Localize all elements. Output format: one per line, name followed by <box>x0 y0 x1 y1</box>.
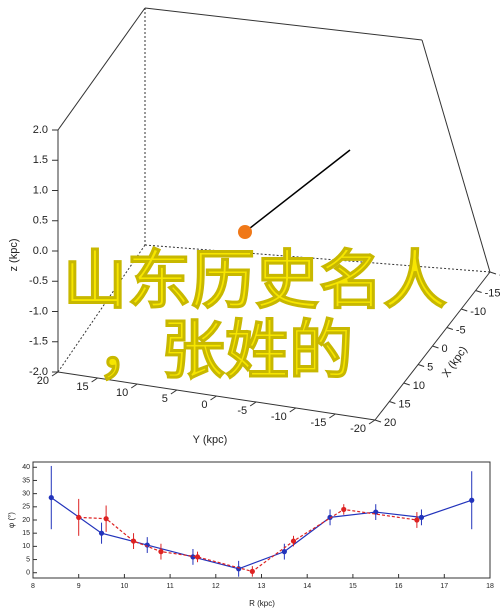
y-tick <box>249 401 257 407</box>
x-tick-label: 8 <box>31 583 35 590</box>
r-axis-label: R (kpc) <box>249 599 275 608</box>
x-tick-label: 11 <box>166 583 173 590</box>
z-tick-label: -2.0 <box>29 366 48 378</box>
y-tick <box>289 407 297 413</box>
x-tick-label: 13 <box>258 583 266 590</box>
point <box>418 514 425 520</box>
y-tick-label: 10 <box>22 543 30 550</box>
point <box>130 538 137 544</box>
point <box>341 506 347 513</box>
x-tick-label: 10 <box>413 380 425 392</box>
x-tick-label: 16 <box>395 583 403 590</box>
x-tick <box>446 327 454 330</box>
point <box>194 554 201 560</box>
x-tick-label: 18 <box>486 583 494 590</box>
x-tick <box>489 271 497 275</box>
z-axis-label: z (kpc) <box>8 239 20 272</box>
y-tick <box>368 419 376 425</box>
x-tick-label: 14 <box>303 583 311 590</box>
z-tick-label: -1.5 <box>29 336 48 348</box>
y-tick-label: 20 <box>37 375 49 387</box>
y-tick-label: -5 <box>237 405 247 417</box>
point <box>327 514 333 520</box>
y-tick-label: 15 <box>22 530 30 537</box>
x-tick-label: 12 <box>212 583 220 590</box>
y-tick <box>130 383 138 389</box>
x-tick-label: 9 <box>77 583 81 590</box>
series-line <box>50 497 472 570</box>
y-axis-label: Y (kpc) <box>193 434 228 446</box>
z-tick-label: 1.0 <box>33 184 48 196</box>
phi-axis-label: φ (°) <box>7 512 16 528</box>
point <box>158 549 164 555</box>
overlay-title: 山东历史名人 <box>63 245 447 319</box>
x-tick-label: 0 <box>442 343 448 355</box>
x-tick <box>475 290 482 293</box>
z-tick-label: 2.0 <box>33 124 48 136</box>
point <box>190 554 196 560</box>
y-tick-label: 35 <box>22 477 30 484</box>
x-tick <box>432 345 439 349</box>
overlay-subtitle: ，张姓的 <box>97 315 353 389</box>
x-tick-label: 15 <box>349 583 357 590</box>
z-tick-label: 0.0 <box>33 245 48 257</box>
x-tick-label: 20 <box>384 417 396 429</box>
x-tick-label: 17 <box>440 583 448 590</box>
y-tick-label: 10 <box>116 387 128 399</box>
y-tick-label: 30 <box>22 490 30 497</box>
y-tick <box>210 395 217 401</box>
y-tick-label: -15 <box>310 417 326 429</box>
y-tick-label: 5 <box>162 393 168 405</box>
y-tick-label: 25 <box>22 504 30 511</box>
point <box>236 566 242 572</box>
y-tick <box>51 371 59 377</box>
x-tick <box>417 364 425 367</box>
y-tick <box>170 389 178 395</box>
y-tick-label: -20 <box>350 423 366 435</box>
y-tick-label: 20 <box>22 517 30 524</box>
point <box>76 514 82 520</box>
x-tick-label: -15 <box>485 287 500 299</box>
point <box>281 549 287 555</box>
y-tick-label: 0 <box>26 570 30 577</box>
x-tick-label: 5 <box>427 361 433 373</box>
x-tick-label: -10 <box>470 306 486 318</box>
point <box>414 517 420 523</box>
point <box>469 497 475 503</box>
x-tick-label: -5 <box>456 324 466 336</box>
z-tick-label: -1.0 <box>29 305 48 317</box>
z-tick-label: 1.5 <box>33 154 48 166</box>
x-tick-label: 15 <box>398 398 410 410</box>
point <box>103 516 109 522</box>
y-tick-label: -10 <box>271 411 287 423</box>
y-tick <box>329 413 336 419</box>
x-tick <box>374 419 382 423</box>
series-line <box>78 508 417 573</box>
x-tick <box>403 382 410 386</box>
point <box>48 494 54 501</box>
y-tick <box>91 377 98 383</box>
z-tick-label: -0.5 <box>29 275 48 287</box>
z-tick-label: 0.5 <box>33 215 48 227</box>
y-tick-label: 0 <box>201 399 207 411</box>
x-tick <box>461 308 468 312</box>
y-tick-label: 5 <box>26 556 30 563</box>
point <box>290 538 297 544</box>
y-tick-label: 15 <box>76 381 88 393</box>
point <box>98 530 105 536</box>
x-tick <box>389 401 396 404</box>
point <box>249 568 255 575</box>
x-tick-label: 10 <box>121 583 129 590</box>
y-tick-label: 40 <box>22 464 30 471</box>
